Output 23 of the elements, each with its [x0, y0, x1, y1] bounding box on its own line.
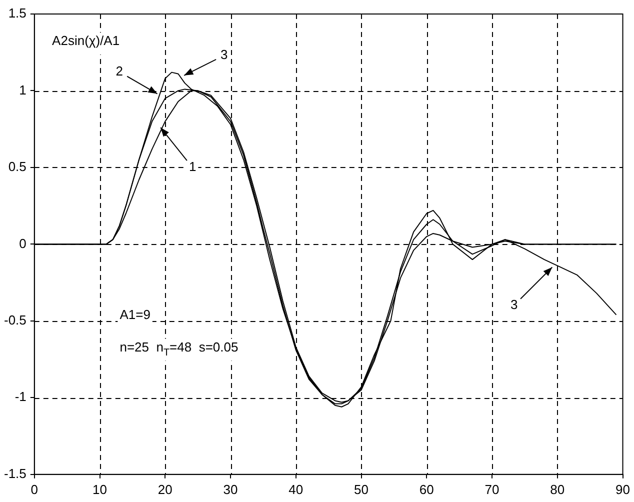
x-tick-label: 80 — [550, 482, 565, 497]
annotation: 1 — [188, 159, 196, 174]
y-tick-label: 0 — [19, 236, 26, 251]
annotation: A1=9 — [120, 307, 150, 322]
annotation: 3 — [220, 46, 228, 62]
annotation: 2 — [116, 63, 123, 78]
x-tick-label: 40 — [288, 482, 304, 497]
y-tick-label: 1 — [19, 82, 26, 98]
x-tick-label: 0 — [30, 482, 38, 497]
y-tick-label: -1 — [14, 389, 26, 404]
y-tick-label: -0.5 — [4, 312, 26, 328]
x-tick-label: 10 — [92, 482, 108, 497]
x-tick-label: 20 — [158, 482, 172, 497]
x-tick-label: 60 — [419, 482, 434, 497]
y-tick-label: -1.5 — [4, 466, 26, 481]
annotation: A2sin(χ)/A1 — [52, 33, 120, 48]
x-tick-label: 50 — [354, 482, 369, 497]
x-tick-label: 90 — [616, 482, 630, 497]
x-tick-label: 70 — [484, 482, 500, 497]
y-tick-label: 1.5 — [8, 6, 26, 21]
x-tick-label: 30 — [223, 482, 238, 497]
y-tick-label: 0.5 — [8, 159, 26, 174]
annotation: 3 — [510, 296, 518, 312]
